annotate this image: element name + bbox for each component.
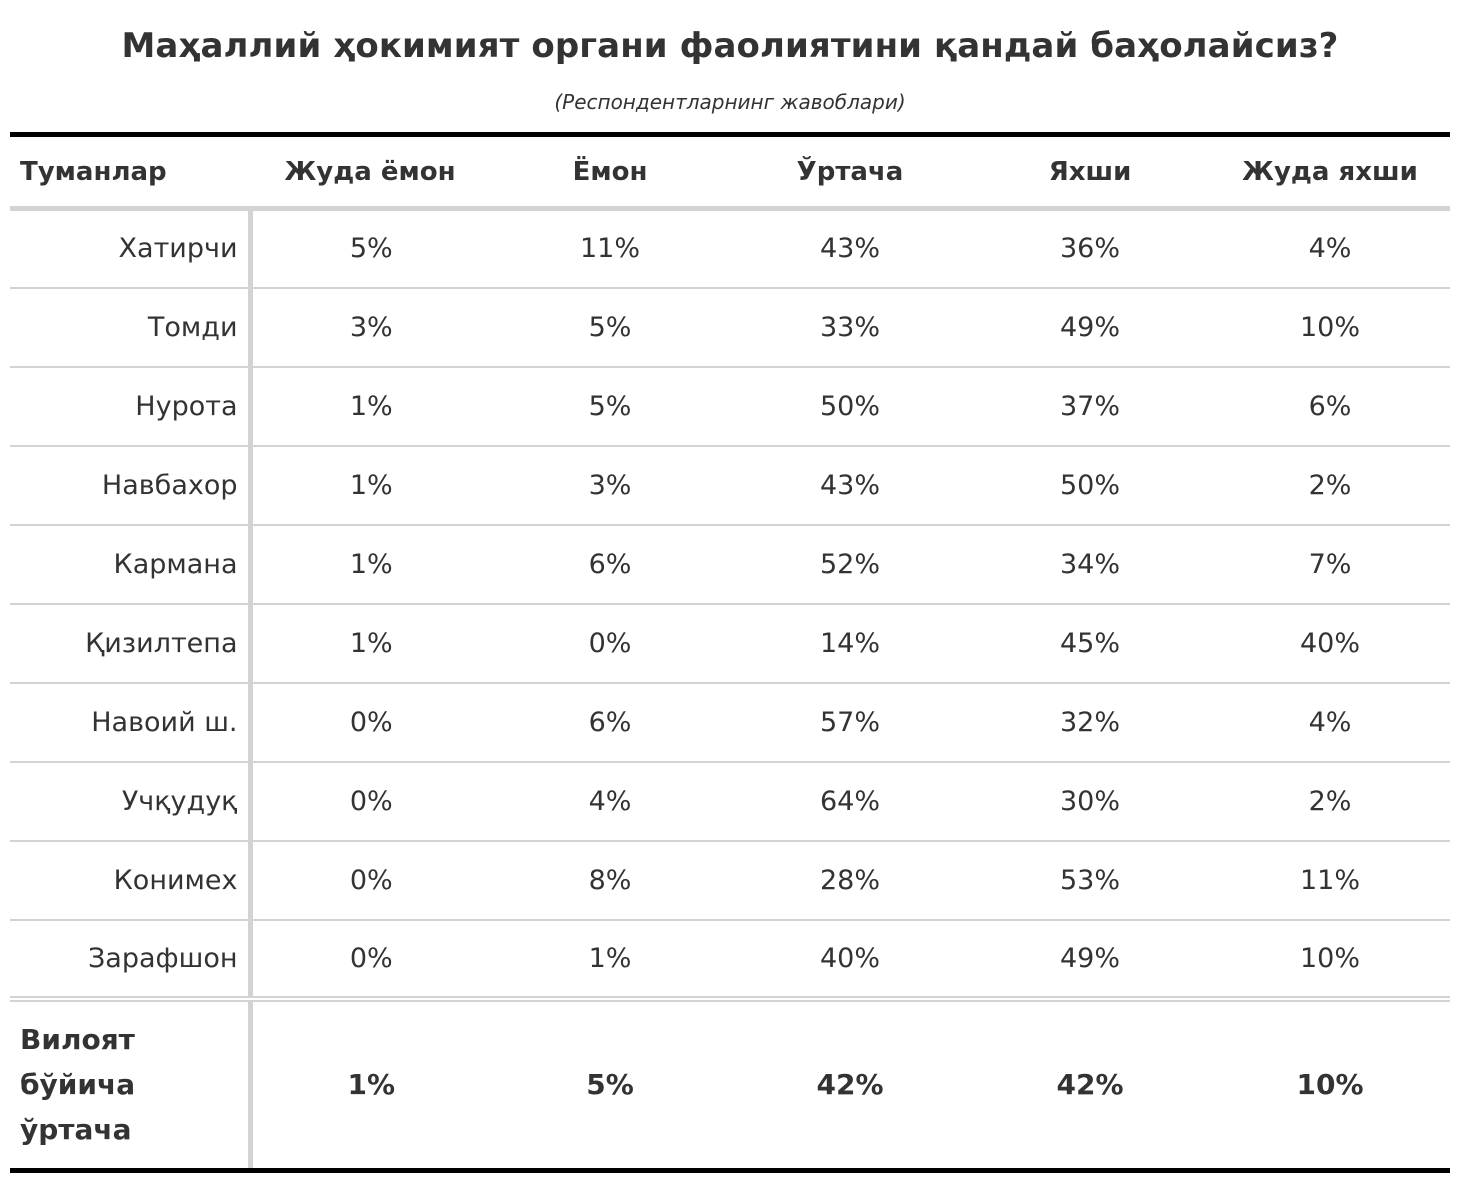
value-average: 50% <box>730 366 970 447</box>
table-row: Зарафшон 0% 1% 40% 49% 10% <box>10 919 1450 1002</box>
table-subtitle: (Респондентларнинг жавоблари) <box>554 90 906 114</box>
column-header-very-bad: Жуда ёмон <box>250 132 490 211</box>
value-very-bad: 0% <box>250 761 490 842</box>
table-row: Хатирчи 5% 11% 43% 36% 4% <box>10 208 1450 289</box>
value-average: 43% <box>730 208 970 289</box>
value-very-good: 10% <box>1210 287 1450 368</box>
value-very-bad: 1% <box>250 445 490 526</box>
district-name: Учқудуқ <box>10 761 253 842</box>
summary-bad: 5% <box>490 998 730 1173</box>
district-name: Навоий ш. <box>10 682 253 763</box>
value-bad: 1% <box>490 919 730 1002</box>
value-good: 50% <box>970 445 1210 526</box>
value-very-bad: 0% <box>250 919 490 1002</box>
value-bad: 8% <box>490 840 730 921</box>
column-header-good: Яхши <box>970 132 1210 211</box>
value-very-bad: 0% <box>250 840 490 921</box>
column-header-very-good: Жуда яхши <box>1210 132 1450 211</box>
summary-good: 42% <box>970 998 1210 1173</box>
header-row: Туманлар Жуда ёмон Ёмон Ўртача Яхши Жуда… <box>10 132 1450 211</box>
district-name: Навбахор <box>10 445 253 526</box>
value-very-good: 6% <box>1210 366 1450 447</box>
table-row: Конимех 0% 8% 28% 53% 11% <box>10 840 1450 921</box>
value-very-bad: 3% <box>250 287 490 368</box>
table-row: Нурота 1% 5% 50% 37% 6% <box>10 366 1450 447</box>
district-name: Томди <box>10 287 253 368</box>
survey-table: Туманлар Жуда ёмон Ёмон Ўртача Яхши Жуда… <box>10 132 1450 1173</box>
table-row: Кармана 1% 6% 52% 34% 7% <box>10 524 1450 605</box>
value-very-good: 40% <box>1210 603 1450 684</box>
table-row: Томди 3% 5% 33% 49% 10% <box>10 287 1450 368</box>
value-very-bad: 1% <box>250 366 490 447</box>
value-very-bad: 0% <box>250 682 490 763</box>
table-row: Қизилтепа 1% 0% 14% 45% 40% <box>10 603 1450 684</box>
district-name: Нурота <box>10 366 253 447</box>
value-bad: 5% <box>490 366 730 447</box>
summary-row: Вилоят бўйича ўртача 1% 5% 42% 42% 10% <box>10 998 1450 1173</box>
value-good: 34% <box>970 524 1210 605</box>
summary-very-good: 10% <box>1210 998 1450 1173</box>
value-very-good: 11% <box>1210 840 1450 921</box>
table-row: Навоий ш. 0% 6% 57% 32% 4% <box>10 682 1450 763</box>
district-name: Конимех <box>10 840 253 921</box>
value-very-good: 4% <box>1210 208 1450 289</box>
value-good: 49% <box>970 919 1210 1002</box>
value-good: 49% <box>970 287 1210 368</box>
value-average: 64% <box>730 761 970 842</box>
value-very-bad: 1% <box>250 603 490 684</box>
district-name: Кармана <box>10 524 253 605</box>
value-average: 40% <box>730 919 970 1002</box>
district-name: Хатирчи <box>10 208 253 289</box>
value-good: 32% <box>970 682 1210 763</box>
value-good: 53% <box>970 840 1210 921</box>
value-average: 52% <box>730 524 970 605</box>
value-very-bad: 1% <box>250 524 490 605</box>
value-good: 30% <box>970 761 1210 842</box>
table-row: Учқудуқ 0% 4% 64% 30% 2% <box>10 761 1450 842</box>
summary-very-bad: 1% <box>250 998 490 1173</box>
value-very-bad: 5% <box>250 208 490 289</box>
value-good: 37% <box>970 366 1210 447</box>
value-average: 28% <box>730 840 970 921</box>
value-bad: 11% <box>490 208 730 289</box>
column-header-average: Ўртача <box>730 132 970 211</box>
summary-average: 42% <box>730 998 970 1173</box>
district-name: Зарафшон <box>10 919 253 1002</box>
value-very-good: 10% <box>1210 919 1450 1002</box>
value-bad: 0% <box>490 603 730 684</box>
value-very-good: 4% <box>1210 682 1450 763</box>
summary-label: Вилоят бўйича ўртача <box>10 998 253 1173</box>
value-average: 14% <box>730 603 970 684</box>
value-good: 45% <box>970 603 1210 684</box>
column-header-bad: Ёмон <box>490 132 730 211</box>
value-bad: 4% <box>490 761 730 842</box>
column-header-districts: Туманлар <box>10 132 250 211</box>
data-table: Туманлар Жуда ёмон Ёмон Ўртача Яхши Жуда… <box>10 132 1450 1173</box>
value-bad: 6% <box>490 524 730 605</box>
value-bad: 6% <box>490 682 730 763</box>
district-name: Қизилтепа <box>10 603 253 684</box>
table-title: Маҳаллий ҳокимият органи фаолиятини қанд… <box>121 26 1339 66</box>
value-good: 36% <box>970 208 1210 289</box>
value-average: 33% <box>730 287 970 368</box>
value-very-good: 7% <box>1210 524 1450 605</box>
value-bad: 3% <box>490 445 730 526</box>
value-average: 43% <box>730 445 970 526</box>
value-average: 57% <box>730 682 970 763</box>
table-row: Навбахор 1% 3% 43% 50% 2% <box>10 445 1450 526</box>
value-very-good: 2% <box>1210 445 1450 526</box>
value-very-good: 2% <box>1210 761 1450 842</box>
value-bad: 5% <box>490 287 730 368</box>
